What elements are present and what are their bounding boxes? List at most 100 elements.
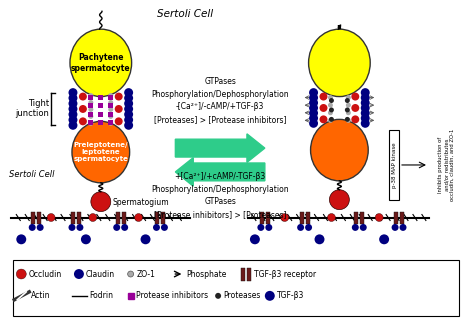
Circle shape [69, 115, 77, 124]
Bar [300, 212, 304, 224]
Circle shape [345, 108, 350, 112]
Circle shape [309, 88, 318, 97]
Circle shape [329, 98, 334, 103]
Text: GTPases
Phosphorylation/Dephosphorylation
-[Ca²⁺]/-cAMP/+TGF-β3
[Proteases] > [P: GTPases Phosphorylation/Dephosphorylatio… [151, 77, 289, 124]
Circle shape [361, 114, 370, 123]
Bar [98, 95, 103, 100]
Circle shape [352, 224, 359, 231]
Text: TGF-β3: TGF-β3 [277, 291, 304, 300]
Text: Proteases: Proteases [223, 291, 260, 300]
Circle shape [124, 88, 133, 97]
Bar [122, 212, 126, 224]
Circle shape [328, 95, 333, 100]
Circle shape [328, 214, 336, 222]
Bar [162, 212, 165, 224]
Bar [98, 112, 103, 117]
Circle shape [79, 117, 87, 125]
Circle shape [153, 224, 160, 231]
Circle shape [351, 115, 359, 123]
Circle shape [69, 94, 77, 102]
Circle shape [108, 121, 113, 126]
Circle shape [361, 88, 370, 97]
Bar [108, 120, 113, 125]
Bar [98, 120, 103, 125]
Circle shape [124, 99, 133, 108]
Circle shape [91, 192, 111, 212]
Circle shape [328, 103, 333, 108]
Circle shape [309, 99, 318, 107]
Circle shape [297, 224, 304, 231]
Circle shape [329, 108, 334, 112]
Circle shape [128, 271, 134, 277]
Circle shape [121, 224, 128, 231]
Bar [389, 130, 399, 200]
Circle shape [89, 214, 97, 222]
Bar [116, 212, 120, 224]
Text: Sertoli Cell: Sertoli Cell [157, 9, 213, 19]
Ellipse shape [72, 121, 129, 183]
Bar [241, 268, 245, 281]
Circle shape [29, 224, 36, 231]
Circle shape [351, 93, 359, 100]
Ellipse shape [310, 120, 368, 181]
Bar [31, 212, 35, 224]
Text: Tight: Tight [28, 99, 49, 109]
Circle shape [124, 110, 133, 119]
Circle shape [319, 93, 328, 100]
Circle shape [81, 234, 91, 244]
Circle shape [79, 93, 87, 100]
FancyArrow shape [175, 134, 265, 162]
Text: Pachytene
spermatocyte: Pachytene spermatocyte [71, 53, 131, 73]
Circle shape [305, 224, 312, 231]
Circle shape [69, 110, 77, 119]
Circle shape [69, 105, 77, 113]
Text: p-38 MAP kinase: p-38 MAP kinase [392, 142, 397, 188]
Circle shape [88, 114, 93, 119]
Circle shape [392, 224, 399, 231]
Circle shape [309, 119, 318, 128]
Circle shape [346, 95, 351, 100]
Circle shape [361, 93, 370, 102]
Circle shape [265, 291, 275, 301]
Circle shape [88, 100, 93, 105]
Circle shape [88, 107, 93, 112]
Circle shape [113, 224, 120, 231]
Bar [128, 293, 134, 299]
Circle shape [309, 93, 318, 102]
Circle shape [141, 234, 151, 244]
Text: TGF-β3 receptor: TGF-β3 receptor [254, 269, 316, 278]
Bar [360, 212, 364, 224]
Bar [108, 112, 113, 117]
Ellipse shape [309, 29, 370, 97]
Text: Fodrin: Fodrin [89, 291, 113, 300]
Circle shape [329, 190, 349, 210]
Circle shape [215, 293, 221, 299]
Circle shape [361, 103, 370, 112]
Circle shape [108, 107, 113, 112]
Circle shape [250, 234, 260, 244]
Bar [108, 103, 113, 108]
Circle shape [265, 224, 272, 231]
Bar [354, 212, 358, 224]
Circle shape [351, 104, 359, 112]
Bar [71, 212, 75, 224]
Bar [13, 260, 459, 316]
Circle shape [124, 105, 133, 113]
Circle shape [47, 214, 55, 222]
Circle shape [16, 269, 26, 279]
Text: Occludin: Occludin [28, 269, 62, 278]
Bar [88, 95, 93, 100]
Circle shape [124, 121, 133, 130]
Circle shape [309, 103, 318, 112]
Circle shape [88, 121, 93, 126]
Circle shape [361, 109, 370, 118]
Circle shape [328, 110, 333, 115]
Circle shape [69, 224, 75, 231]
Bar [394, 212, 398, 224]
Text: Preleptotene/
leptotene
spermatocyte: Preleptotene/ leptotene spermatocyte [73, 142, 128, 162]
Circle shape [361, 99, 370, 107]
Text: +[Ca²⁺]/+cAMP/-TGF-β3
Phosphorylation/Dephosphorylation
GTPases
[Protease inhibi: +[Ca²⁺]/+cAMP/-TGF-β3 Phosphorylation/De… [151, 172, 289, 219]
Circle shape [69, 121, 77, 130]
Circle shape [379, 234, 389, 244]
Circle shape [319, 115, 328, 123]
